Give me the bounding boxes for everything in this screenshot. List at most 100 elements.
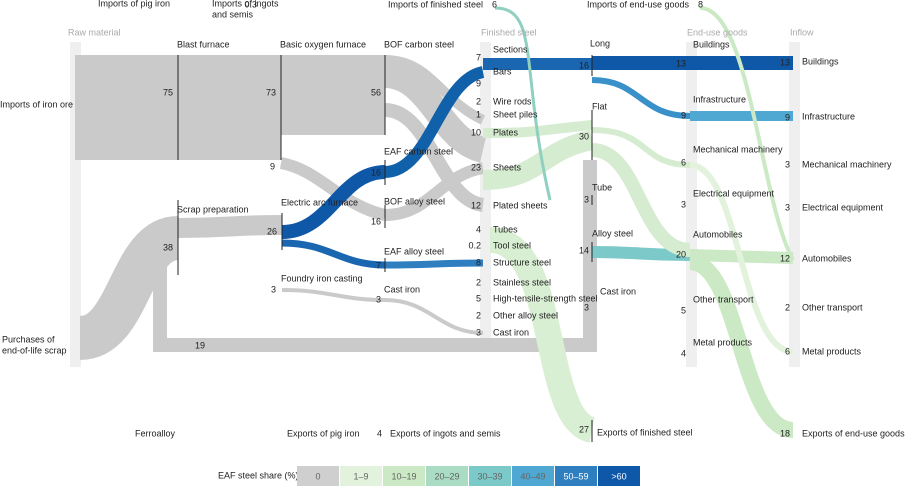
node-value: 16 [579, 60, 589, 70]
node-label: High-tensile-strength steel [493, 293, 598, 303]
node-label: Metal products [693, 337, 753, 347]
legend-swatch [598, 466, 640, 486]
node-label: Foundry iron casting [281, 273, 363, 283]
node-label: Other transport [802, 302, 863, 312]
node-label: Tool steel [493, 240, 531, 250]
node-label: Electrical equipment [802, 202, 884, 212]
node-value: 4 [681, 348, 686, 358]
legend-label: 50–59 [563, 471, 588, 481]
node-label: Imports of end-use goods [587, 0, 690, 9]
node-label: Sheets [493, 162, 522, 172]
node-value: 10 [471, 127, 481, 137]
node-value: 30 [579, 131, 589, 141]
node-value: 9 [681, 110, 686, 120]
node-value: 4 [377, 428, 382, 438]
node-label: Infrastructure [802, 111, 855, 121]
node-label: Scrap preparation [177, 204, 249, 214]
node-value: 0.3 [244, 0, 257, 9]
node-value: 9 [270, 161, 275, 171]
node-value: 56 [371, 87, 381, 97]
node-label: Long [590, 38, 610, 48]
node-value: 20 [676, 249, 686, 259]
node-label: Bars [493, 66, 512, 76]
node-label: Other alloy steel [493, 310, 558, 320]
node-value: 6 [681, 157, 686, 167]
node-label: Sheet piles [493, 109, 538, 119]
legend-swatch [426, 466, 468, 486]
legend-swatch [340, 466, 382, 486]
node-label: Imports of pig iron [98, 0, 170, 8]
legend-title: EAF steel share (%) [218, 470, 299, 480]
node-value: 27 [579, 424, 589, 434]
node-value: 3 [681, 199, 686, 209]
node-value: 3 [271, 284, 276, 294]
legend-label: 1–9 [353, 471, 368, 481]
node-value: 38 [163, 242, 173, 252]
node-label: Buildings [802, 56, 839, 66]
node-label: Purchases of [2, 334, 55, 344]
node-value: 6 [785, 346, 790, 356]
node-label: end-of-life scrap [2, 345, 67, 355]
node-label: Other transport [693, 294, 754, 304]
node-label: and semis [212, 9, 254, 19]
node-label: Structure steel [493, 257, 551, 267]
node-label: Metal products [802, 346, 862, 356]
legend-swatch [512, 466, 554, 486]
node-value: 5 [476, 293, 481, 303]
legend-swatch [469, 466, 511, 486]
node-value: 7 [476, 52, 481, 62]
node-label: Basic oxygen furnace [280, 39, 366, 49]
column-header: Raw material [68, 27, 121, 37]
node-value: 12 [780, 253, 790, 263]
node-value: 3 [785, 202, 790, 212]
node-label: Cast iron [600, 286, 636, 296]
node-value: 26 [267, 226, 277, 236]
node-value: 5 [681, 305, 686, 315]
node-value: 3 [584, 302, 589, 312]
node-label: Alloy steel [592, 228, 633, 238]
node-value: 18 [780, 428, 790, 438]
legend-label: 0 [315, 471, 320, 481]
node-value: 13 [676, 58, 686, 68]
node-value: 2 [476, 310, 481, 320]
node-value: 9 [785, 112, 790, 122]
node-label: Plated sheets [493, 200, 548, 210]
node-label: Stainless steel [493, 277, 551, 287]
node-label: Exports of pig iron [287, 428, 360, 438]
node-label: Automobiles [802, 253, 852, 263]
node-label: Sections [493, 44, 528, 54]
node-value: 0.2 [468, 240, 481, 250]
node-label: Electrical equipment [693, 188, 775, 198]
node-value: 23 [471, 162, 481, 172]
node-label: Infrastructure [693, 94, 746, 104]
column-header: Finished steel [481, 27, 537, 37]
node-label: Imports of finished steel [388, 0, 483, 9]
node-value: 7 [376, 260, 381, 270]
legend-swatch [555, 466, 597, 486]
node-label: Cast iron [384, 284, 420, 294]
node-value: 2 [785, 302, 790, 312]
node-value: 16 [371, 216, 381, 226]
node-value: 73 [266, 87, 276, 97]
node-value: 16 [371, 167, 381, 177]
legend-swatch [297, 466, 339, 486]
column-header: End-use goods [687, 27, 748, 37]
node-value: 75 [163, 87, 173, 97]
node-value: 3 [376, 294, 381, 304]
column-backgrounds [70, 42, 800, 367]
node-label: Plates [493, 127, 519, 137]
node-value: 12 [471, 200, 481, 210]
column-header: Inflow [790, 27, 814, 37]
node-label: Electric arc furnace [281, 197, 358, 207]
node-bars [177, 55, 593, 442]
node-label: Buildings [693, 39, 730, 49]
node-label: Tubes [493, 224, 518, 234]
node-value: 3 [476, 327, 481, 337]
node-label: Tube [592, 182, 612, 192]
node-label: Imports of ingots [212, 0, 279, 8]
node-value: 4 [476, 224, 481, 234]
legend-label: 30–39 [477, 471, 502, 481]
legend: EAF steel share (%) 0 1–9 10–19 20–29 30–39 40… [218, 466, 640, 486]
legend-label: 40–49 [520, 471, 545, 481]
